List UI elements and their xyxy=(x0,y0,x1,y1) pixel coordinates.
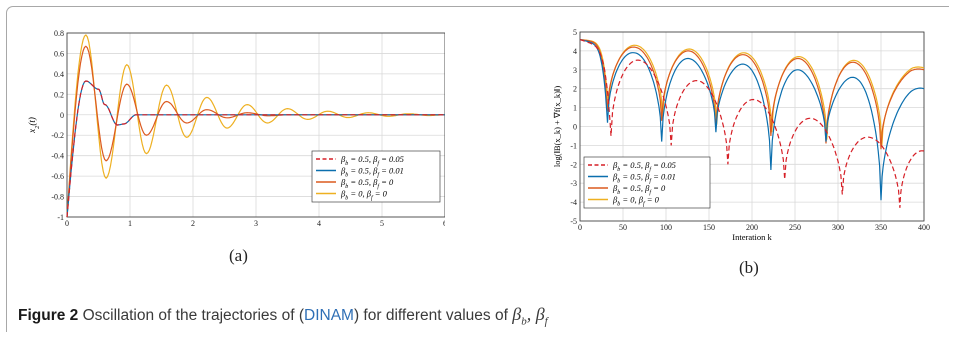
x-tick-label: 6 xyxy=(443,219,445,228)
y-axis-label: log(‖B(x_k) + ∇f(x_k)‖) xyxy=(552,86,562,168)
y-tick-label: -5 xyxy=(570,217,577,226)
plot-border xyxy=(579,31,925,222)
series-line-1 xyxy=(579,39,925,201)
y-tick-label: -0.2 xyxy=(51,131,64,140)
legend-label: βb = 0, βf = 0 xyxy=(612,195,660,208)
y-tick-label: 0.6 xyxy=(54,49,64,58)
legend-label: βb = 0, βf = 0 xyxy=(340,189,388,202)
x-tick-label: 5 xyxy=(380,219,384,228)
x-tick-label: 200 xyxy=(746,223,758,232)
y-tick-label: 1 xyxy=(573,104,577,113)
y-axis-label: x2(t) xyxy=(27,117,41,134)
x-tick-label: 3 xyxy=(254,219,258,228)
chart-a: 0123456-1-0.8-0.6-0.4-0.200.20.40.60.8tx… xyxy=(27,29,445,228)
x-tick-label: 2 xyxy=(191,219,195,228)
y-tick-label: 0 xyxy=(573,123,577,132)
x-tick-label: 4 xyxy=(317,219,321,228)
x-tick-label: 50 xyxy=(619,223,627,232)
caption-text-after: ) for different values of xyxy=(353,307,513,324)
y-tick-label: -0.6 xyxy=(51,172,64,181)
figure-caption: Figure 2 Oscillation of the trajectories… xyxy=(18,304,548,328)
x-tick-label: 400 xyxy=(918,223,930,232)
y-tick-label: -3 xyxy=(570,179,577,188)
x-tick-label: 0 xyxy=(65,219,69,228)
series-line-2 xyxy=(579,39,925,150)
legend-label: βb = 0.5, βf = 0.05 xyxy=(612,160,676,173)
y-tick-label: 0.2 xyxy=(54,90,64,99)
x-tick-label: 150 xyxy=(703,223,715,232)
legend-label: βb = 0.5, βf = 0 xyxy=(612,183,666,196)
legend-label: βb = 0.5, βf = 0 xyxy=(340,177,394,190)
x-axis-label: Interation k xyxy=(732,232,772,242)
x-tick-label: 300 xyxy=(832,223,844,232)
subcaption-a: (a) xyxy=(229,246,248,265)
x-tick-label: 250 xyxy=(789,223,801,232)
y-tick-label: 4 xyxy=(573,47,577,56)
caption-greek: βb, βf xyxy=(512,304,548,328)
x-tick-label: 0 xyxy=(578,223,582,232)
caption-text-before: Oscillation of the trajectories of ( xyxy=(82,307,305,324)
y-tick-label: 0.8 xyxy=(54,29,64,38)
y-tick-label: 3 xyxy=(573,66,577,75)
caption-ref-link[interactable]: DINAM xyxy=(304,307,354,324)
subcaption-b: (b) xyxy=(739,258,759,277)
y-tick-label: 0 xyxy=(60,111,64,120)
legend-label: βb = 0.5, βf = 0.05 xyxy=(340,154,404,167)
series-line-2 xyxy=(66,45,445,218)
y-tick-label: -1 xyxy=(57,213,64,222)
series-line-0 xyxy=(579,39,925,208)
y-tick-label: 0.4 xyxy=(54,70,64,79)
legend-label: βb = 0.5, βf = 0.01 xyxy=(340,166,404,179)
y-tick-label: -0.8 xyxy=(51,193,64,202)
x-tick-label: 350 xyxy=(875,223,887,232)
chart-b: 0 50 100 150 200 250 300 350 400 -5 -4 -3 -2 -1 0 1 2 3 4 5… xyxy=(552,28,930,242)
y-tick-label: -2 xyxy=(570,160,577,169)
y-tick-label: 2 xyxy=(573,85,577,94)
legend-label: βb = 0.5, βf = 0.01 xyxy=(612,172,676,185)
y-tick-label: -1 xyxy=(570,141,577,150)
y-tick-label: 5 xyxy=(573,28,577,37)
caption-label: Figure 2 xyxy=(18,307,79,324)
x-tick-label: 1 xyxy=(128,219,132,228)
x-tick-label: 100 xyxy=(660,223,672,232)
figure-frame xyxy=(6,6,949,332)
y-tick-label: -4 xyxy=(570,198,577,207)
plot-border xyxy=(66,32,445,218)
series-line-0 xyxy=(66,80,445,218)
y-tick-label: -0.4 xyxy=(51,152,64,161)
